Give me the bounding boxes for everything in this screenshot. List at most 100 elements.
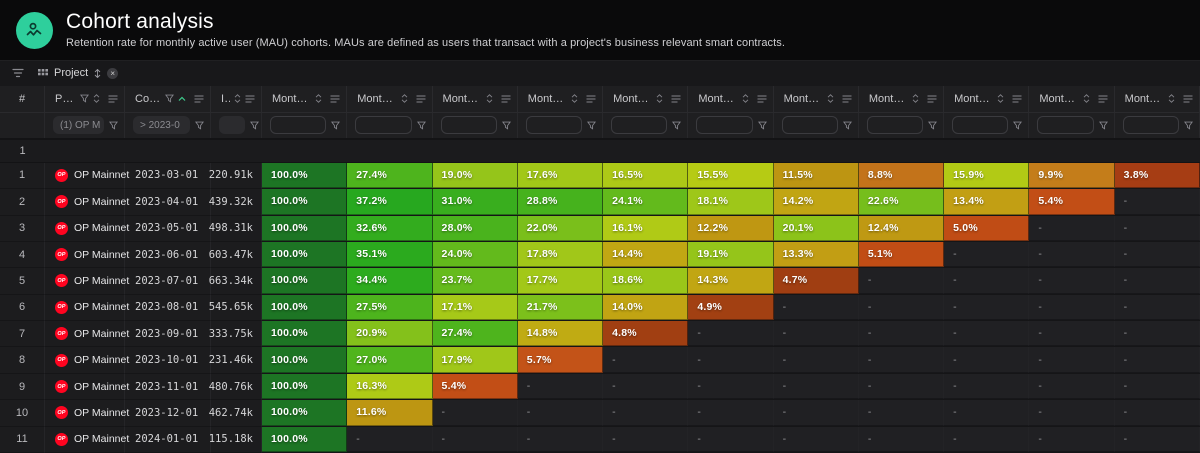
group-row[interactable]: 1 bbox=[0, 139, 1200, 163]
sort-updown-icon[interactable] bbox=[656, 94, 663, 104]
funnel-icon[interactable] bbox=[250, 121, 259, 130]
funnel-icon[interactable] bbox=[331, 121, 341, 130]
column-menu-icon[interactable] bbox=[245, 95, 255, 103]
project-cell[interactable]: OP OP Mainnet bbox=[45, 426, 129, 453]
column-menu-icon[interactable] bbox=[1183, 95, 1193, 103]
column-header-month[interactable]: Month 3 bbox=[518, 85, 604, 112]
sort-updown-icon[interactable] bbox=[827, 94, 834, 104]
month-filter-input[interactable] bbox=[866, 116, 924, 135]
month-filter-input[interactable] bbox=[952, 116, 1009, 135]
column-menu-icon[interactable] bbox=[1098, 95, 1108, 103]
sort-updown-icon[interactable] bbox=[234, 94, 241, 104]
funnel-icon[interactable] bbox=[195, 121, 204, 130]
column-menu-icon[interactable] bbox=[757, 95, 767, 103]
column-header-month[interactable]: Month 7 bbox=[859, 85, 945, 112]
funnel-icon[interactable] bbox=[1183, 121, 1193, 130]
sort-updown-icon[interactable] bbox=[742, 94, 749, 104]
table-row[interactable]: 3 OP OP Mainnet 2023-05-01 498.31k 100.0… bbox=[0, 215, 1200, 242]
month-filter-input[interactable] bbox=[1122, 116, 1179, 135]
month-filter-input[interactable] bbox=[440, 116, 497, 135]
table-row[interactable]: 11 OP OP Mainnet 2024-01-01 115.18k 100.… bbox=[0, 426, 1200, 453]
column-header-month[interactable]: Month 10 bbox=[1115, 85, 1200, 112]
funnel-icon[interactable] bbox=[928, 121, 938, 130]
column-menu-icon[interactable] bbox=[416, 95, 426, 103]
filter-list-icon[interactable] bbox=[12, 68, 24, 78]
month-filter-input[interactable] bbox=[1037, 116, 1094, 135]
table-row[interactable]: 4 OP OP Mainnet 2023-06-01 603.47k 100.0… bbox=[0, 241, 1200, 269]
month-filter-input[interactable] bbox=[611, 116, 668, 135]
sort-updown-icon[interactable] bbox=[401, 94, 408, 104]
sort-updown-icon[interactable] bbox=[315, 94, 322, 104]
funnel-icon[interactable] bbox=[1098, 121, 1108, 130]
project-cell[interactable]: OP OP Mainnet bbox=[45, 268, 129, 295]
column-menu-icon[interactable] bbox=[671, 95, 681, 103]
column-header-project[interactable]: Project bbox=[45, 85, 125, 112]
sort-updown-icon[interactable] bbox=[1083, 94, 1090, 104]
month-filter-input[interactable] bbox=[696, 116, 753, 135]
column-menu-icon[interactable] bbox=[1012, 95, 1022, 103]
column-header-month[interactable]: Month 8 bbox=[944, 85, 1030, 112]
column-header-index[interactable]: # bbox=[0, 85, 45, 112]
column-header-month[interactable]: Month 1 bbox=[347, 85, 433, 112]
project-cell[interactable]: OP OP Mainnet bbox=[45, 215, 129, 242]
table-row[interactable]: 5 OP OP Mainnet 2023-07-01 663.34k 100.0… bbox=[0, 268, 1200, 295]
sort-updown-icon[interactable] bbox=[94, 68, 101, 78]
project-cell[interactable]: OP OP Mainnet bbox=[45, 241, 129, 269]
table-row[interactable]: 8 OP OP Mainnet 2023-10-01 231.46k 100.0… bbox=[0, 347, 1200, 374]
project-cell[interactable]: OP OP Mainnet bbox=[45, 162, 129, 190]
table-row[interactable]: 1 OP OP Mainnet 2023-03-01 220.91k 100.0… bbox=[0, 162, 1200, 190]
month-filter-input[interactable] bbox=[355, 116, 412, 135]
column-header-initial[interactable]: Initi... bbox=[211, 85, 262, 112]
project-filter-chip[interactable]: Project × bbox=[38, 67, 119, 79]
column-menu-icon[interactable] bbox=[108, 95, 118, 103]
funnel-icon[interactable] bbox=[109, 121, 118, 130]
column-header-month[interactable]: Month 0 bbox=[262, 85, 348, 112]
funnel-icon[interactable] bbox=[416, 121, 426, 130]
project-cell[interactable]: OP OP Mainnet bbox=[45, 294, 129, 322]
project-filter-input[interactable]: (1) OP M bbox=[53, 116, 104, 135]
project-cell[interactable]: OP OP Mainnet bbox=[45, 321, 129, 348]
project-cell[interactable]: OP OP Mainnet bbox=[45, 373, 129, 401]
sort-updown-icon[interactable] bbox=[486, 94, 493, 104]
table-row[interactable]: 6 OP OP Mainnet 2023-08-01 545.65k 100.0… bbox=[0, 294, 1200, 322]
funnel-icon[interactable] bbox=[80, 94, 89, 103]
sort-updown-icon[interactable] bbox=[571, 94, 578, 104]
column-header-month[interactable]: Month 2 bbox=[433, 85, 518, 112]
column-menu-icon[interactable] bbox=[501, 95, 511, 103]
funnel-icon[interactable] bbox=[1013, 121, 1023, 130]
project-cell[interactable]: OP OP Mainnet bbox=[45, 400, 129, 427]
cohort-filter-input[interactable]: > 2023-0 bbox=[133, 116, 190, 135]
column-menu-icon[interactable] bbox=[330, 95, 340, 103]
funnel-icon[interactable] bbox=[501, 121, 511, 130]
column-menu-icon[interactable] bbox=[927, 95, 937, 103]
funnel-icon[interactable] bbox=[587, 121, 597, 130]
sort-updown-icon[interactable] bbox=[93, 94, 100, 104]
sort-updown-icon[interactable] bbox=[997, 94, 1004, 104]
column-header-month[interactable]: Month 6 bbox=[774, 85, 859, 112]
column-header-month[interactable]: Month 4 bbox=[603, 85, 689, 112]
month-filter-input[interactable] bbox=[525, 116, 583, 135]
project-cell[interactable]: OP OP Mainnet bbox=[45, 189, 129, 216]
column-menu-icon[interactable] bbox=[194, 95, 204, 103]
column-header-cohort[interactable]: Cohort bbox=[125, 85, 211, 112]
table-row[interactable]: 10 OP OP Mainnet 2023-12-01 462.74k 100.… bbox=[0, 400, 1200, 427]
column-menu-icon[interactable] bbox=[842, 95, 852, 103]
funnel-icon[interactable] bbox=[842, 121, 852, 130]
column-header-month[interactable]: Month 9 bbox=[1029, 85, 1115, 112]
sort-updown-icon[interactable] bbox=[912, 94, 919, 104]
project-cell[interactable]: OP OP Mainnet bbox=[45, 347, 129, 374]
table-row[interactable]: 9 OP OP Mainnet 2023-11-01 480.76k 100.0… bbox=[0, 373, 1200, 401]
sort-updown-icon[interactable] bbox=[1168, 94, 1175, 104]
column-header-month[interactable]: Month 5 bbox=[688, 85, 774, 112]
initial-filter-input[interactable] bbox=[219, 116, 245, 135]
column-menu-icon[interactable] bbox=[586, 95, 596, 103]
table-row[interactable]: 7 OP OP Mainnet 2023-09-01 333.75k 100.0… bbox=[0, 321, 1200, 348]
funnel-icon[interactable] bbox=[165, 94, 174, 103]
funnel-icon[interactable] bbox=[672, 121, 682, 130]
remove-filter-icon[interactable]: × bbox=[107, 67, 119, 79]
month-filter-input[interactable] bbox=[270, 116, 327, 135]
table-row[interactable]: 2 OP OP Mainnet 2023-04-01 439.32k 100.0… bbox=[0, 189, 1200, 216]
sort-ascending-icon[interactable] bbox=[178, 96, 186, 102]
funnel-icon[interactable] bbox=[757, 121, 767, 130]
month-filter-input[interactable] bbox=[781, 116, 838, 135]
